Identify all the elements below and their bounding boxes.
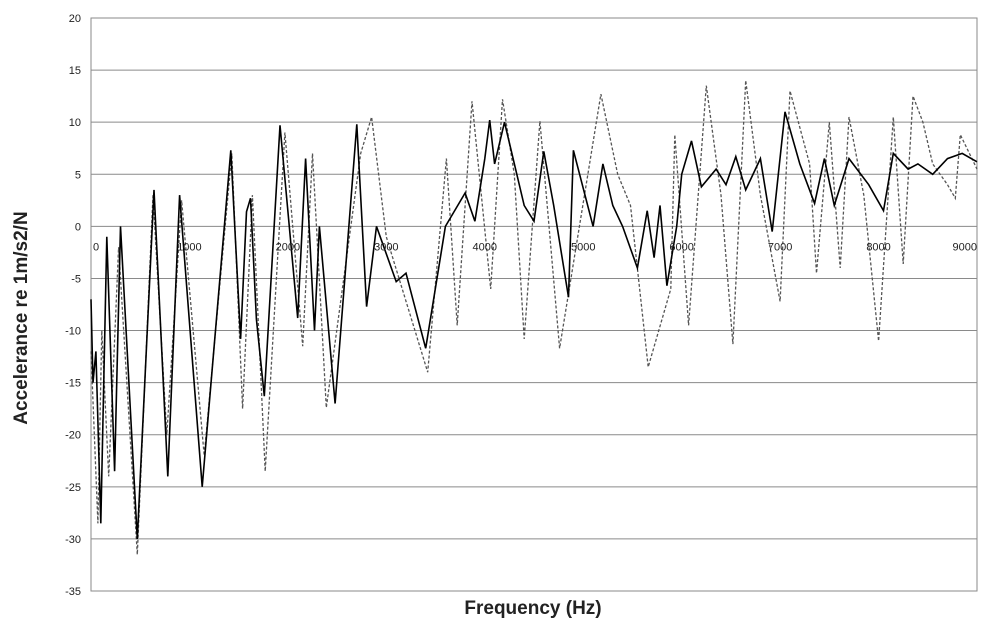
x-tick-label: 4000 <box>473 241 497 253</box>
x-tick-label: 2000 <box>276 241 300 253</box>
y-tick-label: 20 <box>69 13 81 25</box>
series-layer <box>90 80 978 555</box>
grid-layer <box>90 17 978 592</box>
x-tick-label: 7000 <box>768 241 792 253</box>
x-tick-label: 1000 <box>177 241 201 253</box>
x-tick-label: 5000 <box>571 241 595 253</box>
x-tick-label: 6000 <box>669 241 693 253</box>
y-tick-label: -35 <box>65 586 81 598</box>
y-tick-label: 15 <box>69 65 81 77</box>
y-tick-label: -10 <box>65 326 81 338</box>
y-tick-label: -25 <box>65 482 81 494</box>
x-tick-label: 0 <box>93 241 99 253</box>
x-tick-labels: 0 1000 2000 3000 4000 5000 6000 7000 8000 9000 <box>93 241 977 253</box>
y-tick-labels: 20 15 10 5 0 -5 -10 -15 -20 -25 -30 -35 <box>65 13 81 598</box>
y-axis-label: Accelerance re 1m/s2/N <box>11 211 32 424</box>
x-tick-label: 9000 <box>953 241 977 253</box>
series-line-solid <box>90 111 978 539</box>
x-tick-label: 3000 <box>374 241 398 253</box>
y-tick-label: -15 <box>65 378 81 390</box>
y-tick-label: 5 <box>75 169 81 181</box>
y-tick-label: 0 <box>75 221 81 233</box>
y-tick-label: -30 <box>65 534 81 546</box>
y-tick-label: -5 <box>71 273 81 285</box>
y-tick-label: 10 <box>69 117 81 129</box>
x-axis-label: Frequency (Hz) <box>464 598 601 619</box>
plot-area-frame <box>90 17 978 592</box>
y-tick-label: -20 <box>65 430 81 442</box>
series-line-dashed <box>90 80 978 555</box>
x-tick-label: 8000 <box>866 241 890 253</box>
